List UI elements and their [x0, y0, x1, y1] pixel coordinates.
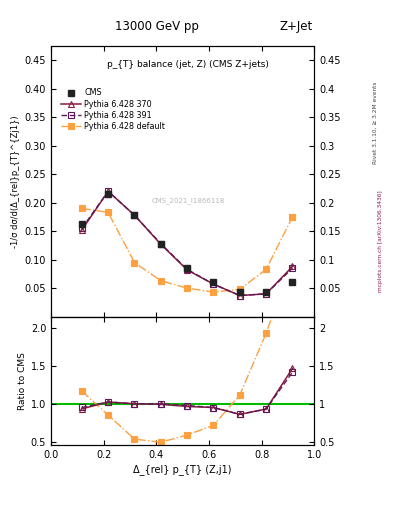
Y-axis label: Ratio to CMS: Ratio to CMS: [18, 352, 27, 410]
Legend: CMS, Pythia 6.428 370, Pythia 6.428 391, Pythia 6.428 default: CMS, Pythia 6.428 370, Pythia 6.428 391,…: [58, 86, 169, 134]
Text: p_{T} balance (jet, Z) (CMS Z+jets): p_{T} balance (jet, Z) (CMS Z+jets): [107, 59, 269, 69]
Text: mcplots.cern.ch [arXiv:1306.3436]: mcplots.cern.ch [arXiv:1306.3436]: [378, 190, 383, 291]
Text: Z+Jet: Z+Jet: [279, 20, 312, 33]
Text: Rivet 3.1.10, ≥ 3.2M events: Rivet 3.1.10, ≥ 3.2M events: [373, 81, 378, 164]
X-axis label: Δ_{rel} p_{T} (Z,j1): Δ_{rel} p_{T} (Z,j1): [134, 464, 232, 475]
Text: 13000 GeV pp: 13000 GeV pp: [115, 20, 199, 33]
Text: CMS_2021_I1866118: CMS_2021_I1866118: [151, 197, 225, 204]
Y-axis label: -1/σ dσ/d(Δ_{rel}p_{T}^{Zj1}): -1/σ dσ/d(Δ_{rel}p_{T}^{Zj1}): [11, 115, 20, 248]
